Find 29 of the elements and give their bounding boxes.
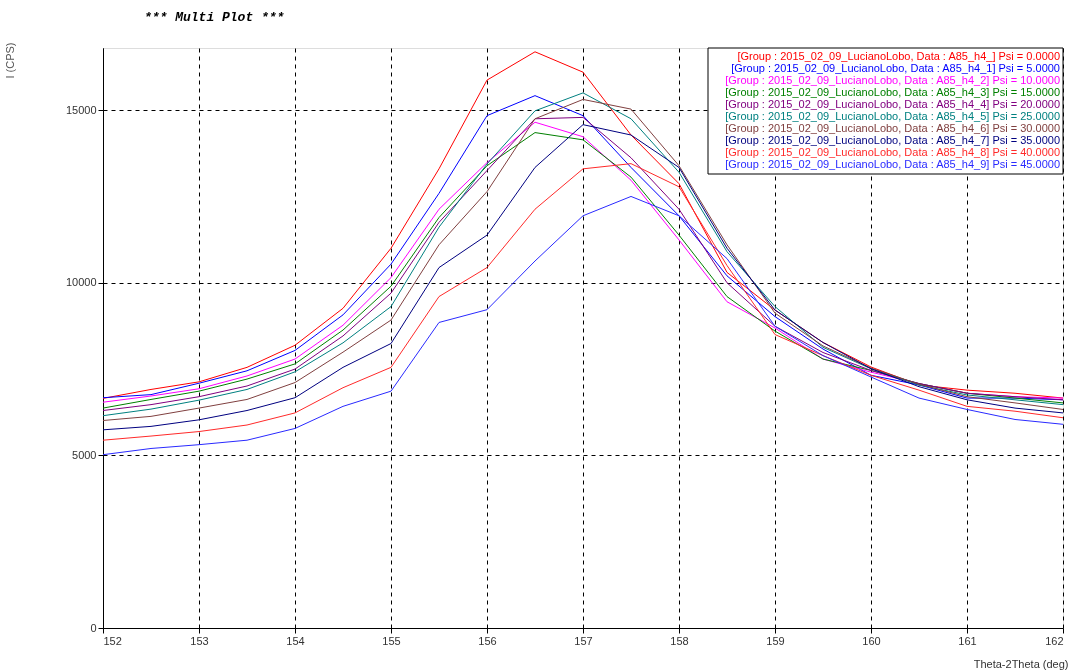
x-tick-label: 158 [670, 634, 689, 647]
y-tick-label: 10000 [65, 276, 97, 289]
x-tick-label: 162 [1045, 634, 1064, 647]
x-tick-label: 154 [286, 634, 305, 647]
text: [Group : 2015_02_09_LucianoLobo, Data : A85_h4_4] Psi = 20.0000 [725, 98, 1060, 110]
y-tick-label: 15000 [65, 103, 97, 116]
text: [Group : 2015_02_09_LucianoLobo, Data : A85_h4_3] Psi = 15.0000 [725, 86, 1060, 98]
text: [Group : 2015_02_09_LucianoLobo, Data : A85_h4_6] Psi = 30.0000 [725, 122, 1060, 134]
x-tick-label: 161 [958, 634, 977, 647]
text: [Group : 2015_02_09_LucianoLobo, Data : A85_h4_1] Psi = 5.0000 [731, 62, 1060, 74]
x-tick-label: 159 [766, 634, 785, 647]
line-series [103, 195, 1063, 456]
chart-title: *** Multi Plot *** [144, 10, 285, 25]
x-tick-label: 153 [190, 634, 209, 647]
x-tick-label: 160 [862, 634, 881, 647]
text: [Group : 2015_02_09_LucianoLobo, Data : A85_h4_8] Psi = 40.0000 [725, 146, 1060, 158]
x-tick-label: 157 [574, 634, 593, 647]
x-tick-label: 156 [478, 634, 497, 647]
x-tick-label: 152 [103, 634, 122, 647]
text: [Group : 2015_02_09_LucianoLobo, Data : A85_h4_] Psi = 0.0000 [737, 50, 1060, 62]
text: [Group : 2015_02_09_LucianoLobo, Data : A85_h4_9] Psi = 45.0000 [725, 158, 1060, 170]
text: [Group : 2015_02_09_LucianoLobo, Data : A85_h4_5] Psi = 25.0000 [725, 110, 1060, 122]
text: [Group : 2015_02_09_LucianoLobo, Data : A85_h4_7] Psi = 35.0000 [725, 134, 1060, 146]
y-tick-label: 0 [90, 621, 97, 634]
y-axis-title: I (CPS) [3, 42, 16, 79]
x-axis-title: Theta-2Theta (deg) [973, 657, 1069, 670]
x-tick-label: 155 [382, 634, 401, 647]
text: [Group : 2015_02_09_LucianoLobo, Data : A85_h4_2] Psi = 10.0000 [725, 74, 1060, 86]
y-tick-label: 5000 [72, 448, 97, 461]
